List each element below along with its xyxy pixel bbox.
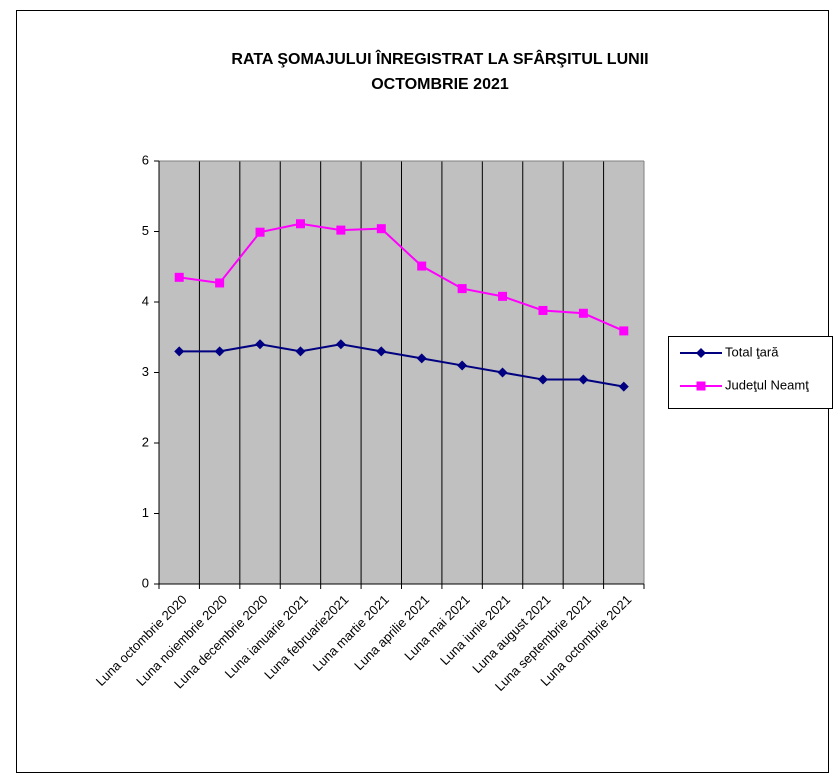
point: [295, 346, 306, 357]
point: [457, 284, 467, 294]
y-tick-label: 1: [142, 505, 149, 520]
point: [537, 374, 548, 385]
point: [215, 278, 225, 288]
y-tick-label: 4: [142, 293, 149, 308]
point: [174, 272, 184, 282]
point: [618, 381, 629, 392]
y-tick-label: 6: [142, 152, 149, 167]
legend-label: Judeţul Neamţ: [725, 377, 809, 392]
point: [295, 219, 305, 229]
point: [376, 346, 387, 357]
point: [417, 261, 427, 271]
point: [497, 367, 508, 378]
legend: [668, 336, 833, 409]
point: [255, 227, 265, 237]
legend-marker: [696, 381, 706, 391]
point: [255, 339, 266, 350]
legend-marker: [696, 348, 706, 358]
point: [335, 339, 346, 350]
series-line: [179, 222, 625, 332]
y-tick-label: 2: [142, 434, 149, 449]
point: [376, 224, 386, 234]
point: [214, 346, 225, 357]
point: [174, 346, 185, 357]
point: [457, 360, 468, 371]
point: [619, 326, 629, 336]
point: [336, 225, 346, 235]
point: [498, 291, 508, 301]
legend-label: Total ţară: [725, 344, 779, 359]
y-tick-label: 5: [142, 223, 149, 238]
chart-title: OCTOMBRIE 2021: [371, 76, 509, 93]
point: [578, 308, 588, 318]
series-line: [179, 343, 624, 388]
y-tick-label: 0: [142, 575, 149, 590]
point: [578, 374, 589, 385]
point: [538, 305, 548, 315]
y-tick-label: 3: [142, 364, 149, 379]
chart-title: RATA ŞOMAJULUI ÎNREGISTRAT LA SFÂRŞITUL …: [231, 49, 648, 68]
point: [416, 353, 427, 364]
